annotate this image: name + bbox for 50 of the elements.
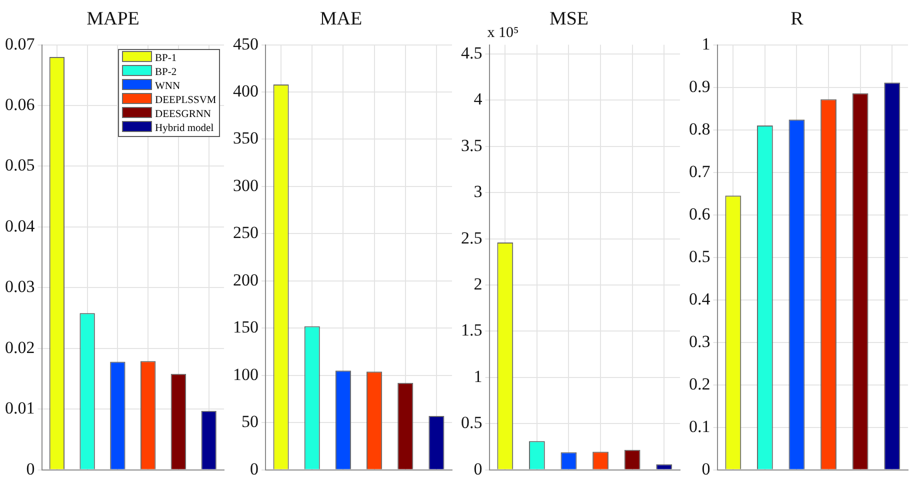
y-tick-label: 0.5 <box>461 413 482 432</box>
y-tick-label: 0.2 <box>689 374 710 394</box>
y-tick-label: 100 <box>233 364 258 384</box>
y-tick-label: 0.6 <box>689 204 710 224</box>
y-tick-label: 0.7 <box>689 162 711 181</box>
chart-title: MAE <box>320 8 362 30</box>
y-tick-label: 0 <box>702 459 710 478</box>
y-tick-label: 0.03 <box>5 277 35 296</box>
y-tick-label: 400 <box>233 81 258 100</box>
legend-label: DEEPLSSVM <box>155 94 216 106</box>
y-tick-label: 250 <box>233 223 258 242</box>
y-tick-label: 0.9 <box>689 76 710 96</box>
y-tick-label: 0.07 <box>5 34 36 54</box>
y-tick-label: 350 <box>233 128 258 148</box>
y-tick-label: 0.01 <box>5 398 35 418</box>
y-tick-label: 0 <box>26 459 35 478</box>
y-tick-label: 3.5 <box>461 136 482 155</box>
y-tick-label: 0 <box>474 459 482 478</box>
legend-label: DEESGRNN <box>155 108 212 120</box>
y-tick-label: 0.1 <box>689 416 710 436</box>
legend-label: Hybrid model <box>155 122 214 134</box>
y-tick-label: 0.4 <box>689 289 711 308</box>
y-tick-label: 150 <box>233 318 258 337</box>
chart-title: MAPE <box>86 8 140 30</box>
y-tick-label: 200 <box>233 270 258 290</box>
chart-title: R <box>790 8 804 30</box>
y-tick-label: 0.5 <box>689 246 710 266</box>
y-tick-label: 450 <box>233 34 258 54</box>
chart-title: MSE <box>549 8 589 30</box>
y-tick-label: 0.3 <box>689 332 710 351</box>
y-tick-label: 300 <box>233 176 258 195</box>
y-tick-label: 0 <box>250 459 258 478</box>
y-tick-label: 3 <box>474 182 482 202</box>
y-tick-label: 1 <box>474 366 482 386</box>
y-tick-label: 2.5 <box>461 228 482 248</box>
y-tick-label: 0.8 <box>689 119 710 138</box>
legend-label: BP-2 <box>155 66 177 78</box>
legend-label: WNN <box>155 80 180 92</box>
y-tick-label: 0.06 <box>5 94 35 114</box>
y-tick-label: 1.5 <box>461 320 482 340</box>
y-tick-label: 50 <box>242 412 258 432</box>
y-tick-label: 1 <box>702 34 710 54</box>
y-tick-label: 4 <box>474 90 483 109</box>
y-tick-label: 0.05 <box>5 156 35 175</box>
text: x 10⁵ <box>487 25 519 42</box>
y-tick-label: 0.02 <box>5 338 35 357</box>
y-tick-label: 4.5 <box>461 44 482 63</box>
y-tick-label: 2 <box>474 274 482 294</box>
y-tick-label: 0.04 <box>5 216 36 236</box>
legend-label: BP-1 <box>155 52 177 64</box>
